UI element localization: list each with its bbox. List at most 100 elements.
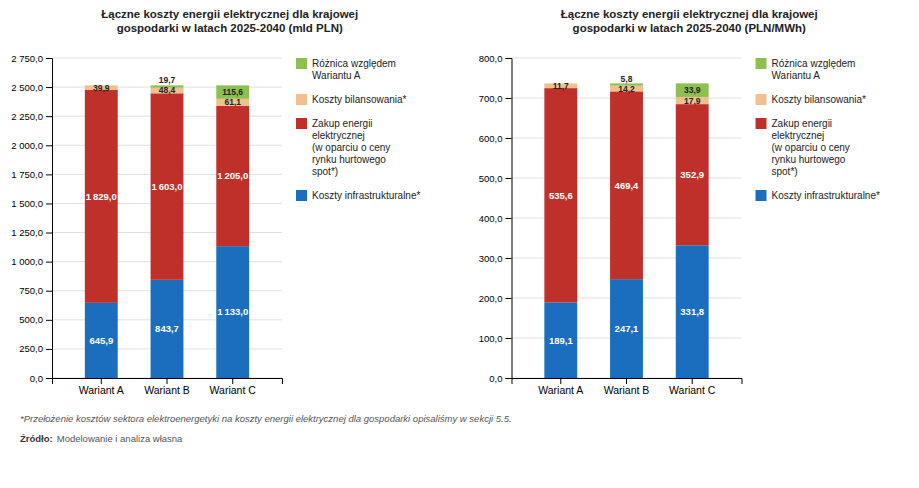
x-tick: Wariant C (210, 378, 257, 396)
y-tick-mark (46, 291, 52, 292)
source-text: Modelowanie i analiza własna (57, 433, 183, 444)
y-tick: 300,0 (479, 253, 512, 264)
x-tick-mark (626, 378, 627, 384)
y-tick: 800,0 (479, 53, 512, 64)
y-tick-mark (46, 378, 52, 379)
x-tick: Wariant A (538, 378, 583, 396)
x-axis-line (53, 379, 283, 385)
bar-segment (216, 85, 249, 98)
y-tick-label: 2 500,0 (11, 82, 43, 93)
legend-swatch (296, 94, 307, 105)
data-label: 14,2 (618, 84, 635, 94)
source-label: Źródło: (20, 433, 53, 444)
x-tick-mark (232, 378, 233, 384)
grid (52, 58, 282, 378)
y-tick: 1 750,0 (11, 169, 52, 180)
y-tick: 750,0 (19, 285, 52, 296)
bars (85, 85, 249, 378)
x-tick: Wariant B (144, 378, 190, 396)
data-label: 19,7 (159, 75, 176, 85)
data-label: 247,1 (615, 323, 639, 334)
bar-segment (676, 83, 709, 97)
y-tick-mark (506, 58, 512, 59)
data-label: 115,6 (222, 87, 243, 97)
y-tick-mark (506, 258, 512, 259)
y-tick-label: 2 750,0 (11, 53, 43, 64)
x-axis: Wariant A Wariant B Wariant C (512, 378, 742, 396)
y-tick-label: 700,0 (479, 93, 503, 104)
y-tick-label: 1 500,0 (11, 198, 43, 209)
x-tick: Wariant A (79, 378, 124, 396)
data-label: 5,8 (621, 74, 633, 84)
x-tick-mark (560, 378, 561, 384)
bar-segment (676, 104, 709, 245)
legend-label: Różnica względemWariantu A (312, 58, 396, 81)
x-tick-mark (101, 378, 102, 384)
bar-segment (216, 106, 249, 246)
chart-panel: Łączne koszty energii elektrycznej dla k… (11, 8, 420, 396)
y-tick-mark (46, 233, 52, 234)
data-label: 33,9 (684, 85, 701, 95)
y-tick: 0,0 (489, 373, 511, 384)
y-tick-mark (506, 178, 512, 179)
y-tick-label: 1 000,0 (11, 256, 43, 267)
data-label: 1 603,0 (152, 181, 183, 192)
y-tick-label: 750,0 (19, 285, 43, 296)
x-tick: Wariant B (604, 378, 650, 396)
x-tick-mark (167, 378, 168, 384)
y-tick-mark (46, 116, 52, 117)
y-tick-mark (506, 378, 512, 379)
y-tick: 250,0 (19, 343, 52, 354)
data-label: 17,9 (684, 96, 701, 106)
data-labels: 189,1535,611,7247,1469,414,25,8331,8352,… (549, 74, 704, 346)
y-tick: 1 000,0 (11, 256, 52, 267)
y-axis: 0,0 250,0 500,0 750,0 1 000,0 1 250,0 1 500,0 1… (11, 53, 52, 384)
y-tick-mark (46, 349, 52, 350)
data-label: 352,9 (680, 169, 704, 180)
x-tick-label: Wariant B (604, 384, 650, 396)
data-label: 48,4 (159, 85, 176, 95)
x-tick: Wariant C (669, 378, 716, 396)
grid-line (512, 58, 742, 59)
data-label: 1 205,0 (217, 170, 248, 181)
annotations: *Przełożenie kosztów sektora elektroener… (20, 413, 512, 444)
x-tick-label: Wariant C (669, 384, 716, 396)
y-tick-label: 300,0 (479, 253, 503, 264)
grid-line (52, 58, 282, 59)
legend-label: Różnica względemWariantu A (772, 58, 856, 81)
data-label: 189,1 (549, 335, 573, 346)
bars (544, 83, 708, 378)
y-tick: 0,0 (30, 373, 52, 384)
x-tick-label: Wariant B (144, 384, 190, 396)
x-axis-line (512, 379, 742, 385)
y-tick: 1 250,0 (11, 227, 52, 238)
bar-segment (610, 91, 643, 279)
y-tick: 500,0 (479, 173, 512, 184)
y-tick-label: 200,0 (479, 293, 503, 304)
data-label: 843,7 (155, 323, 179, 334)
y-tick-label: 1 750,0 (11, 169, 43, 180)
data-label: 39,9 (93, 83, 110, 93)
y-tick-label: 250,0 (19, 343, 43, 354)
bar-segment (544, 302, 577, 378)
y-tick-label: 500,0 (479, 173, 503, 184)
bar-segment (676, 245, 709, 378)
bar-segment (544, 88, 577, 302)
y-tick-label: 800,0 (479, 53, 503, 64)
legend-label: Zakup energiielektrycznej(w oparciu o ce… (772, 118, 850, 177)
y-tick: 100,0 (479, 333, 512, 344)
data-label: 535,6 (549, 190, 573, 201)
y-tick: 700,0 (479, 93, 512, 104)
data-label: 645,9 (89, 335, 113, 346)
x-tick-label: Wariant A (79, 384, 124, 396)
y-tick-label: 500,0 (19, 314, 43, 325)
legend-label: Koszty bilansowania* (312, 94, 407, 105)
x-tick-label: Wariant A (538, 384, 583, 396)
y-tick-label: 400,0 (479, 213, 503, 224)
data-label: 61,1 (224, 97, 241, 107)
legend-swatch (756, 190, 767, 201)
y-tick-mark (46, 58, 52, 59)
y-tick: 200,0 (479, 293, 512, 304)
data-label: 11,7 (553, 81, 569, 91)
y-axis-line (506, 59, 513, 379)
